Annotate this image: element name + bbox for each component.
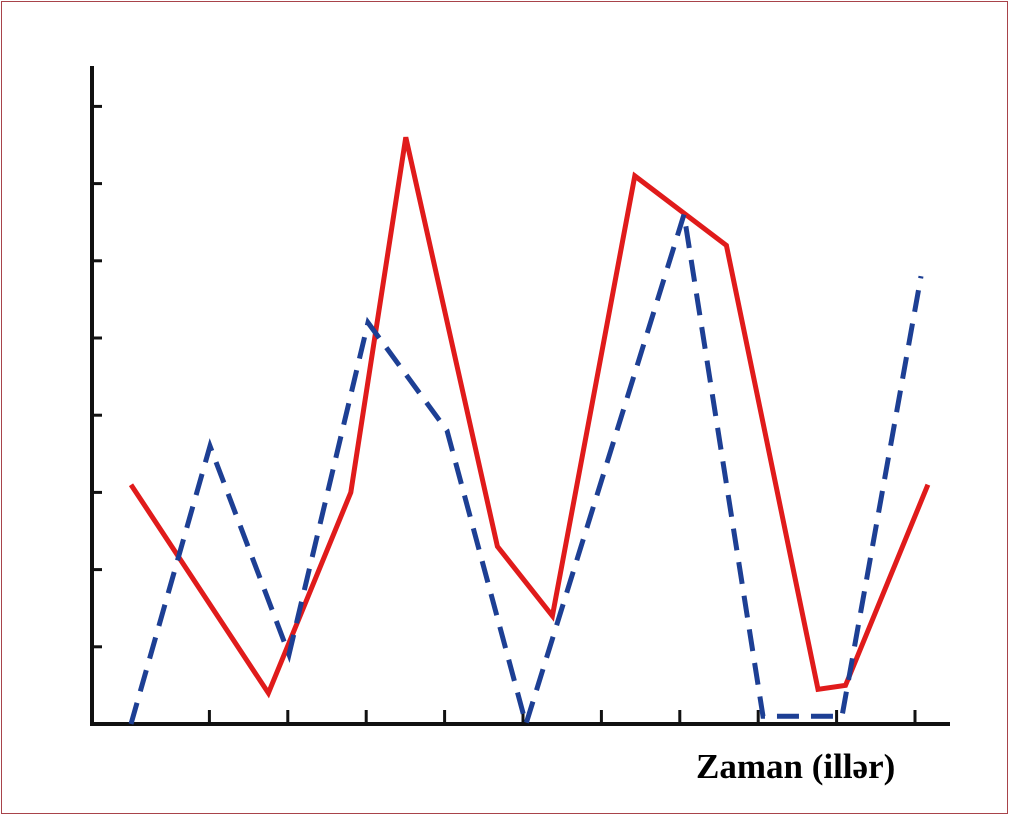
x-axis-label: Zaman (illər) xyxy=(696,747,895,786)
series-layer xyxy=(128,136,931,733)
series-line-dashed-blue xyxy=(128,213,924,733)
series-line-solid-red xyxy=(128,136,931,699)
axes xyxy=(90,66,950,726)
